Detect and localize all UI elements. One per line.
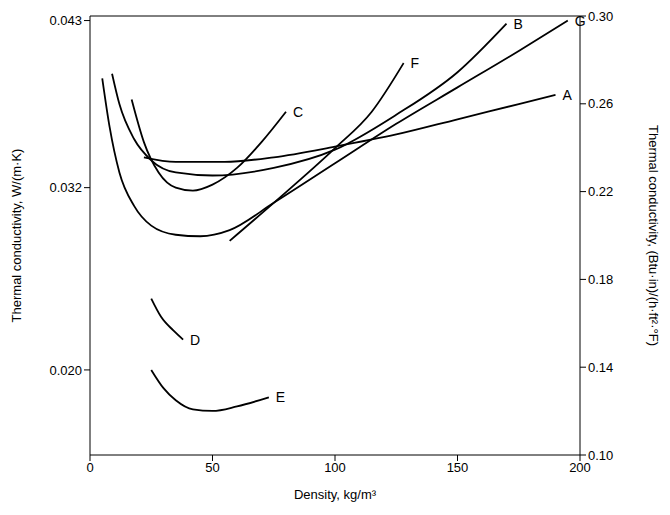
svg-text:C: C	[293, 104, 303, 120]
svg-text:0.043: 0.043	[49, 13, 82, 28]
svg-text:G: G	[575, 13, 586, 29]
svg-text:0.30: 0.30	[588, 9, 613, 24]
svg-text:F: F	[411, 55, 420, 71]
svg-text:B: B	[514, 16, 523, 32]
svg-text:D: D	[190, 332, 200, 348]
svg-text:A: A	[563, 87, 573, 103]
svg-text:0.032: 0.032	[49, 180, 82, 195]
svg-text:0.10: 0.10	[588, 448, 613, 463]
svg-text:50: 50	[205, 460, 219, 475]
svg-text:100: 100	[324, 460, 346, 475]
svg-text:0: 0	[86, 460, 93, 475]
svg-text:150: 150	[447, 460, 469, 475]
svg-text:200: 200	[569, 460, 591, 476]
svg-text:0.22: 0.22	[588, 184, 613, 199]
svg-text:Thermal conductivity, W/(m·K): Thermal conductivity, W/(m·K)	[9, 149, 24, 323]
svg-text:0.14: 0.14	[588, 360, 613, 375]
svg-text:E: E	[276, 389, 285, 405]
svg-text:Thermal conductivity, (Btu·in): Thermal conductivity, (Btu·in)/(h·ft²·°F…	[646, 125, 661, 346]
svg-text:0.020: 0.020	[49, 363, 82, 378]
svg-text:Density, kg/m³: Density, kg/m³	[294, 487, 377, 502]
svg-text:0.26: 0.26	[588, 96, 613, 111]
svg-text:0.18: 0.18	[588, 272, 613, 287]
